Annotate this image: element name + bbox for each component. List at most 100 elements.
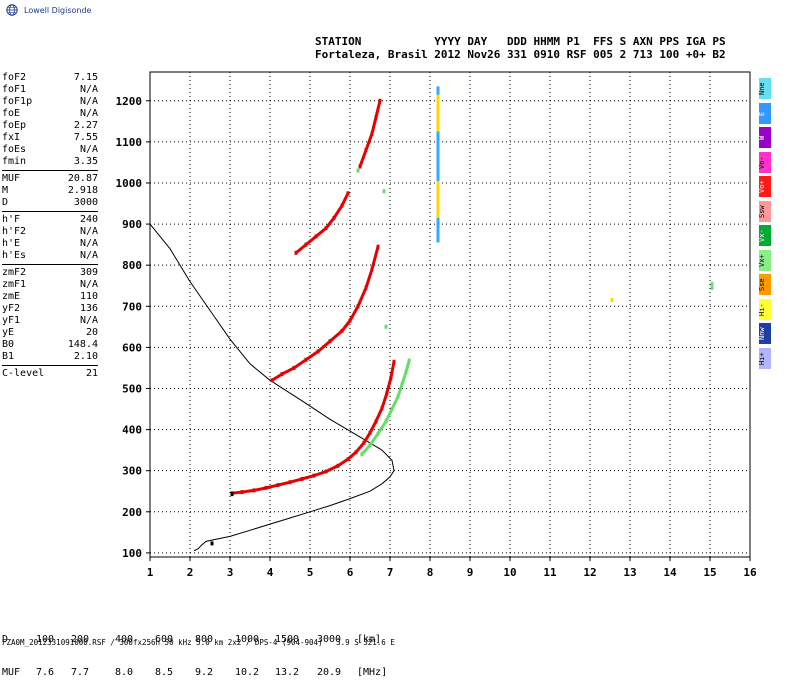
x-tick-label: 11 — [543, 566, 557, 579]
param-row: h'Es N/A — [2, 250, 98, 262]
x-tick-label: 10 — [503, 566, 516, 579]
param-name: foF1 — [2, 84, 27, 95]
echo-trace — [356, 287, 368, 307]
echo-trace — [364, 133, 374, 151]
param-row: foF2 7.15 — [2, 72, 98, 84]
x-tick-label: 7 — [387, 566, 394, 579]
param-row: MUF 20.87 — [2, 173, 98, 185]
param-name: foEs — [2, 144, 27, 155]
param-name: foE — [2, 108, 21, 119]
param-value: 136 — [79, 303, 98, 314]
file-info-footer: FZA0M_2012331091000.RSF / 300fx256h 50 k… — [2, 638, 395, 647]
echo-trace — [315, 227, 327, 238]
muf-row-label: MUF — [2, 667, 21, 678]
x-tick-label: 15 — [703, 566, 716, 579]
table-cell: 800 — [195, 634, 214, 645]
param-name: MUF — [2, 173, 21, 184]
echo-trace — [340, 319, 352, 332]
ionogram-chart: 1 2 3 4 5 6 7 8 9 10 11 12 13 14 15 1610020030040050060… — [116, 71, 757, 579]
legend-swatch-nne: Nne — [759, 78, 771, 99]
table-cell: 7.6 — [36, 667, 55, 678]
x-tick-label: 13 — [623, 566, 636, 579]
header-values: Fortaleza, Brasil 2012 Nov26 331 0910 RS… — [315, 48, 726, 61]
legend-swatch-vo-: Vo- — [759, 151, 771, 173]
param-name: h'Es — [2, 250, 27, 261]
echo-trace — [370, 116, 378, 135]
param-row: zmE 110 — [2, 291, 98, 303]
echo-trace — [332, 204, 344, 219]
param-value: N/A — [79, 96, 98, 107]
table-cell: 3000 — [317, 634, 342, 645]
x-tick-label: 2 — [187, 566, 194, 579]
echo-trace — [347, 451, 357, 461]
param-name: C-level — [2, 368, 45, 379]
echo-trace — [295, 243, 307, 255]
echo-trace — [305, 350, 319, 361]
param-value: 3.35 — [73, 156, 98, 167]
logo: Lowell Digisonde — [6, 4, 91, 16]
table-cell: 200 — [71, 634, 90, 645]
echo-trace — [404, 360, 411, 373]
table-cell: 1000 — [235, 634, 260, 645]
echo-trace — [374, 407, 384, 422]
echo-trace — [368, 432, 380, 447]
x-tick-label: 4 — [267, 566, 274, 579]
param-name: h'F2 — [2, 226, 27, 237]
legend-swatch-vo-: Vo+ — [759, 176, 771, 198]
param-row: B1 2.10 — [2, 351, 98, 363]
param-name: zmE — [2, 291, 21, 302]
x-tick-label: 8 — [427, 566, 434, 579]
echo-trace — [329, 329, 343, 343]
echo-trace — [360, 444, 372, 456]
y-tick-label: 500 — [122, 382, 142, 395]
param-value: N/A — [79, 144, 98, 155]
x-tick-label: 14 — [663, 566, 677, 579]
table-cell: 100 — [36, 634, 55, 645]
param-row: yF1 N/A — [2, 315, 98, 327]
echo-trace — [396, 383, 404, 398]
table-cell: [MHz] — [357, 667, 388, 678]
echo-point — [610, 298, 614, 303]
param-row: zmF1 N/A — [2, 279, 98, 291]
param-row: h'E N/A — [2, 238, 98, 250]
echo-trace — [317, 340, 331, 353]
param-row: foEp 2.27 — [2, 120, 98, 132]
x-tick-label: 1 — [147, 566, 154, 579]
param-name: yF2 — [2, 303, 21, 314]
echo-point — [270, 378, 274, 383]
echo-point — [382, 189, 386, 194]
y-tick-label: 400 — [122, 424, 142, 437]
echo-trace — [337, 457, 349, 468]
param-value: 2.10 — [73, 351, 98, 362]
echo-trace — [289, 477, 303, 484]
echo-trace — [313, 470, 327, 478]
x-tick-label: 12 — [583, 566, 596, 579]
param-name: yF1 — [2, 315, 21, 326]
param-row: C-level 21 — [2, 368, 98, 380]
y-tick-label: 1100 — [116, 136, 143, 149]
param-row: h'F 240 — [2, 214, 98, 226]
param-name: h'E — [2, 238, 21, 249]
param-value: N/A — [79, 315, 98, 326]
legend-swatch-hi-: Hi- — [759, 298, 771, 320]
legend-swatch-hi-: Hi+ — [759, 348, 771, 370]
header-labels: STATION YYYY DAY DDD HHMM P1 FFS S AXN P… — [315, 35, 726, 48]
echo-point — [230, 492, 234, 497]
echo-trace — [368, 420, 378, 434]
echo-trace — [253, 486, 267, 492]
echo-trace — [400, 371, 408, 385]
echo-trace — [380, 392, 389, 409]
param-value: 2.918 — [67, 185, 98, 196]
param-value: N/A — [79, 279, 98, 290]
echo-trace — [241, 488, 255, 494]
param-row: yE 20 — [2, 327, 98, 339]
param-value: N/A — [79, 250, 98, 261]
distance-row-label: D — [2, 634, 9, 645]
param-value: 110 — [79, 291, 98, 302]
y-tick-label: 1200 — [116, 95, 143, 108]
param-row: D 3000 — [2, 197, 98, 209]
echo-point — [210, 541, 214, 546]
echo-point — [407, 358, 411, 363]
table-cell: 20.9 — [317, 667, 342, 678]
param-row: M 2.918 — [2, 185, 98, 197]
